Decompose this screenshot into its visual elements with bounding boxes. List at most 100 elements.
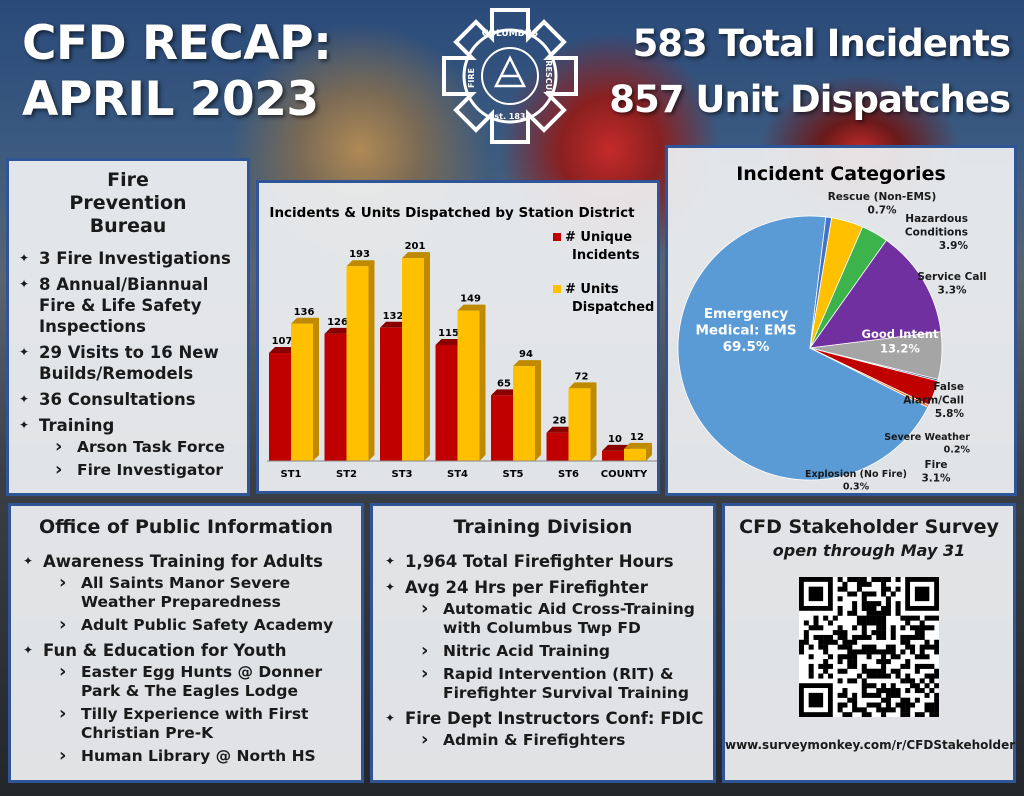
qr-finder bbox=[905, 577, 939, 611]
svg-text:RESCUE: RESCUE bbox=[544, 60, 553, 95]
sub-bullet-item: Adult Public Safety Academy bbox=[43, 615, 353, 635]
pie-label-category: Good Intent bbox=[862, 327, 939, 341]
bar-value-label: 136 bbox=[294, 307, 315, 318]
pie-label-value: 13.2% bbox=[880, 342, 920, 356]
x-tick-label: ST1 bbox=[281, 469, 302, 480]
svg-text:Est. 1835: Est. 1835 bbox=[489, 112, 532, 121]
bullet-item: Awareness Training for Adults All Saints … bbox=[19, 551, 353, 635]
survey-title: CFD Stakeholder Survey bbox=[739, 516, 999, 538]
pie-label-category: Hazardous Conditions bbox=[905, 213, 968, 239]
pie-label: Explosion (No Fire) 0.3% bbox=[805, 469, 907, 493]
pie-label-value: 5.8% bbox=[935, 408, 965, 420]
pie-label-category: Severe Weather bbox=[884, 432, 970, 443]
x-tick-label: COUNTY bbox=[601, 469, 648, 480]
bar bbox=[346, 260, 375, 461]
pie-label-category: Explosion (No Fire) bbox=[805, 469, 907, 480]
x-tick-label: ST5 bbox=[503, 469, 524, 480]
pie-label: Service Call 3.3% bbox=[917, 271, 986, 297]
bullet-text: 3 Fire Investigations bbox=[39, 249, 231, 268]
sub-bullet-item: Human Library @ North HS bbox=[43, 746, 353, 766]
bar-value-label: 94 bbox=[519, 349, 533, 360]
pie-label-value: 0.7% bbox=[867, 205, 897, 217]
sub-bullet-item: Easter Egg Hunts @ Donner Park & The Eag… bbox=[43, 662, 353, 701]
pie-chart-panel: Incident Categories Emergency Medical: EMS… bbox=[665, 145, 1017, 496]
bullet-item: Fire Dept Instructors Conf: FDIC Admin & … bbox=[381, 708, 705, 750]
bar-value-label: 28 bbox=[553, 416, 567, 427]
public-info-list: Awareness Training for Adults All Saints … bbox=[19, 551, 353, 766]
legend-item: # Unique Incidents bbox=[553, 230, 640, 263]
legend-swatch bbox=[553, 233, 561, 241]
survey-subtitle: open through May 31 bbox=[772, 541, 966, 560]
bullet-item: 8 Annual/Biannual Fire & Life Safety Ins… bbox=[15, 274, 241, 337]
sub-bullet-item: All Saints Manor Severe Weather Prepared… bbox=[43, 573, 353, 612]
bar bbox=[513, 360, 541, 461]
pie-label-category: Fire bbox=[924, 459, 947, 471]
legend-item: # Units Dispatched bbox=[553, 282, 654, 315]
header-stats: 583 Total Incidents 857 Unit Dispatches bbox=[609, 16, 1011, 128]
bar-value-label: 126 bbox=[327, 317, 348, 328]
bullet-text: 36 Consultations bbox=[39, 390, 196, 409]
pie-chart-title: Incident Categories bbox=[736, 163, 946, 185]
bar-value-label: 149 bbox=[460, 294, 481, 305]
bar-value-label: 132 bbox=[383, 311, 404, 322]
bar bbox=[568, 382, 597, 461]
bullet-text: Avg 24 Hrs per Firefighter bbox=[405, 578, 648, 597]
pie-slice bbox=[809, 239, 942, 349]
bar bbox=[624, 442, 652, 461]
qr-finder bbox=[799, 577, 833, 611]
bullet-text: Training bbox=[39, 416, 115, 435]
pie-label-category: Service Call bbox=[917, 271, 986, 283]
sub-bullet-item: Arson Task Force bbox=[39, 437, 241, 457]
bullet-text: 8 Annual/Biannual Fire & Life Safety Ins… bbox=[39, 275, 209, 336]
x-tick-label: ST4 bbox=[447, 469, 468, 480]
sub-bullet-item: Nitric Acid Training bbox=[405, 641, 705, 661]
training-panel: Training Division 1,964 Total Firefighte… bbox=[370, 503, 716, 783]
unit-dispatches-stat: 857 Unit Dispatches bbox=[609, 78, 1011, 121]
bullet-item: 36 Consultations bbox=[15, 389, 241, 410]
bar bbox=[457, 304, 486, 461]
bar-value-label: 201 bbox=[405, 241, 426, 252]
bullet-text: 1,964 Total Firefighter Hours bbox=[405, 552, 674, 571]
qr-modules bbox=[799, 577, 939, 717]
fire-department-logo: COLUMBUS FIRE RESCUE Est. 1835 bbox=[442, 8, 578, 144]
sub-list: Arson Task Force Fire Investigator bbox=[39, 437, 241, 480]
bar-value-label: 115 bbox=[438, 328, 459, 339]
legend-label: # Units Dispatched bbox=[565, 282, 654, 315]
svg-text:FIRE: FIRE bbox=[467, 68, 476, 88]
legend-label: # Unique Incidents bbox=[565, 230, 640, 263]
training-title: Training Division bbox=[453, 516, 633, 538]
pie-label-value: 3.9% bbox=[939, 240, 969, 252]
pie-label: Rescue (Non-EMS) 0.7% bbox=[828, 191, 937, 217]
sub-list: Automatic Aid Cross-Training with Columb… bbox=[405, 599, 705, 703]
pie-label-value: 0.2% bbox=[944, 445, 971, 456]
bar-value-label: 10 bbox=[608, 434, 622, 445]
bullet-item: Avg 24 Hrs per Firefighter Automatic Aid … bbox=[381, 577, 705, 703]
legend-swatch bbox=[553, 285, 561, 293]
bar bbox=[291, 317, 319, 461]
title-line-2: APRIL 2023 bbox=[22, 72, 319, 127]
bar-chart: Incidents & Units Dispatched by Station … bbox=[267, 205, 658, 480]
bullet-text: Awareness Training for Adults bbox=[43, 552, 323, 571]
bar-value-label: 65 bbox=[497, 378, 511, 389]
x-tick-label: ST2 bbox=[336, 469, 357, 480]
survey-panel: CFD Stakeholder Survey open through May … bbox=[722, 503, 1016, 783]
bar-chart-title: Incidents & Units Dispatched by Station … bbox=[269, 205, 635, 221]
bar-value-label: 193 bbox=[349, 249, 370, 260]
training-list: 1,964 Total Firefighter Hours Avg 24 Hrs … bbox=[381, 551, 705, 750]
survey-qr-code[interactable] bbox=[799, 577, 939, 717]
bar-chart-panel: Incidents & Units Dispatched by Station … bbox=[256, 180, 660, 494]
pie-label-value: 3.3% bbox=[937, 285, 967, 297]
sub-bullet-item: Automatic Aid Cross-Training with Columb… bbox=[405, 599, 705, 638]
survey-url-link[interactable]: www.surveymonkey.com/r/CFDStakeholder bbox=[725, 738, 1016, 752]
sub-list: Admin & Firefighters bbox=[405, 730, 705, 750]
sub-bullet-item: Rapid Intervention (RIT) & Firefighter S… bbox=[405, 664, 705, 703]
sub-bullet-item: Fire Investigator bbox=[39, 460, 241, 480]
bar-value-label: 72 bbox=[575, 371, 589, 382]
sub-list: Easter Egg Hunts @ Donner Park & The Eag… bbox=[43, 662, 353, 766]
fire-prevention-title: Fire Prevention Bureau bbox=[69, 169, 187, 237]
pie-label: Severe Weather 0.2% bbox=[884, 432, 970, 456]
pie-label-value: 69.5% bbox=[723, 339, 770, 355]
pie-label-category: False Alarm/Call bbox=[903, 381, 964, 407]
